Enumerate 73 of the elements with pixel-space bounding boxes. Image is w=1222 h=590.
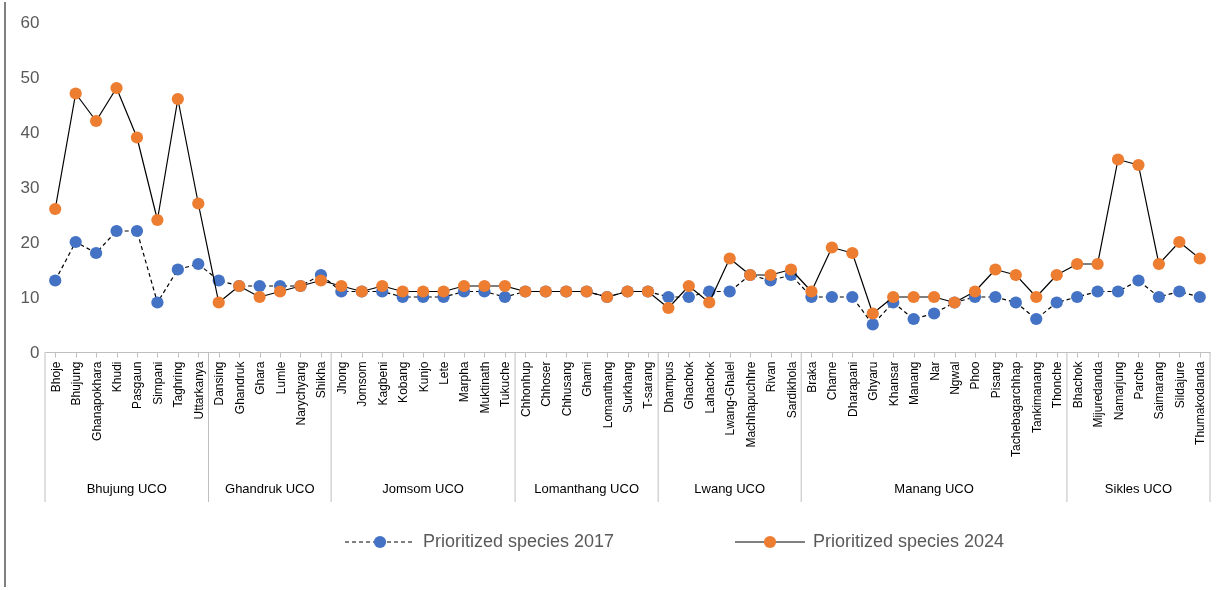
x-tick-label: Khansar <box>886 361 901 407</box>
x-tick-label: Chame <box>825 361 840 401</box>
x-tick-label: Ghyaru <box>866 361 881 401</box>
x-tick-label: Bhachok <box>1070 360 1085 409</box>
x-tick-label: Taghring <box>171 361 186 408</box>
x-tick-label: Nar <box>927 361 942 381</box>
x-tick-label: Kagbeni <box>375 361 390 406</box>
x-tick-label: Bhoje <box>48 361 63 393</box>
x-tick-label: Dhampus <box>661 361 676 413</box>
x-tick-label: Kobang <box>396 361 411 403</box>
x-tick-label: Thonche <box>1050 361 1065 409</box>
x-tick-label: Lumle <box>273 361 288 395</box>
x-tick-label: Dansing <box>212 361 227 406</box>
y-tick-label: 0 <box>30 342 40 362</box>
x-tick-label: Shikha <box>314 361 329 399</box>
x-tick-label: Tachebagarchhap <box>1009 361 1024 457</box>
x-tick-label: Uttarkanya <box>191 361 206 420</box>
x-tick-label: Saimarang <box>1152 361 1167 420</box>
text: Ghandruk UCO <box>225 481 315 496</box>
text: Manang UCO <box>894 481 974 496</box>
y-tick-label: 30 <box>20 177 40 197</box>
x-tick-label: Ngwal <box>948 361 963 395</box>
x-tick-label: Ghanapokhara <box>89 361 104 441</box>
x-tick-label: Sildajure <box>1172 361 1187 409</box>
y-tick-label: 40 <box>20 122 40 142</box>
x-tick-label: Tukuche <box>498 361 513 408</box>
x-tick-label: Bhujung <box>69 361 84 406</box>
x-tick-label: Chhonhup <box>518 361 533 417</box>
x-tick-label: Kunjo <box>416 361 431 393</box>
text: Lomanthang UCO <box>534 481 640 496</box>
x-tick-label: Ghami <box>580 361 595 397</box>
legend-label: Prioritized species 2024 <box>813 531 1005 551</box>
x-tick-label: Ghachok <box>682 360 697 410</box>
x-tick-label: Chhusang <box>559 361 574 417</box>
text: Bhujung UCO <box>86 481 167 496</box>
y-tick-label: 10 <box>20 287 40 307</box>
text: Sikles UCO <box>1104 481 1173 496</box>
x-tick-label: Muktinath <box>477 361 492 414</box>
text: Jomsom UCO <box>382 481 464 496</box>
y-tick-label: 60 <box>20 12 40 32</box>
x-tick-label: Machhapuchhre <box>743 361 758 448</box>
x-tick-label: Rivan <box>764 361 779 393</box>
x-tick-label: Braka <box>804 361 819 393</box>
x-tick-label: Lahachok <box>702 360 717 414</box>
x-tick-label: Jomsom <box>355 361 370 407</box>
x-tick-label: Chhoser <box>539 361 554 407</box>
x-tick-label: Simpani <box>150 361 165 405</box>
y-tick-label: 50 <box>20 67 40 87</box>
x-tick-label: Parche <box>1131 361 1146 400</box>
x-tick-label: Marpha <box>457 361 472 403</box>
x-tick-label: Lomanthang <box>600 361 615 429</box>
x-tick-label: Narychyang <box>293 361 308 426</box>
x-tick-label: Ghara <box>253 361 268 395</box>
x-tick-label: Lwang-Ghalel <box>723 361 738 436</box>
x-tick-label: Sardikhola <box>784 361 799 419</box>
legend-label: Prioritized species 2017 <box>423 531 615 551</box>
x-tick-label: Manang <box>907 361 922 405</box>
x-tick-label: Surkhang <box>621 361 635 413</box>
y-tick-label: 20 <box>20 232 40 252</box>
x-tick-label: Lete <box>437 361 452 385</box>
x-tick-label: Dharapani <box>845 361 860 417</box>
x-tick-label: T-sarang <box>641 361 656 409</box>
x-tick-label: Pisang <box>988 361 1003 399</box>
x-tick-label: Jhong <box>334 361 349 395</box>
x-tick-label: Khudi <box>110 361 125 393</box>
x-tick-label: Pasgaun <box>130 361 145 409</box>
x-tick-label: Thumakodanda <box>1193 361 1208 445</box>
text: Lwang UCO <box>694 481 766 496</box>
x-tick-label: Phoo <box>968 361 983 390</box>
x-tick-label: Ghandruk <box>232 360 247 415</box>
x-tick-label: Tankimanang <box>1029 361 1044 433</box>
x-tick-label: Mijuredanda <box>1091 361 1106 428</box>
x-tick-label: Namarjung <box>1111 361 1126 421</box>
